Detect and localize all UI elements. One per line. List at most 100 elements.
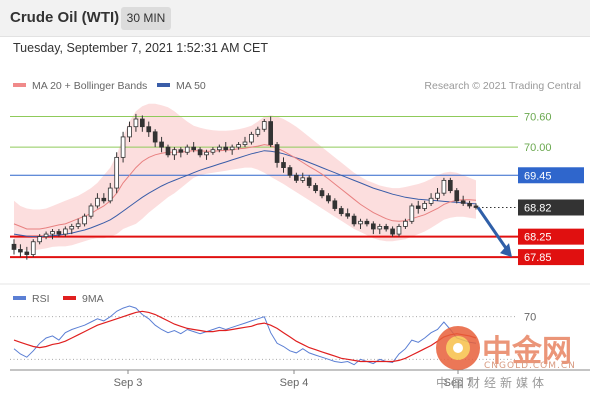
candle-body (184, 146, 190, 153)
level-69-45-label: 69.45 (524, 170, 552, 182)
candle-body (422, 202, 427, 209)
candle-body (435, 192, 440, 199)
candle-body (56, 231, 62, 235)
candle-body (127, 126, 132, 138)
candle-body (326, 195, 331, 202)
candle-body (351, 215, 357, 225)
level-68-25-tag (518, 228, 584, 245)
candle-body (261, 121, 267, 130)
candle-body (197, 149, 203, 156)
level-70-6-label: 70.60 (524, 111, 552, 123)
forecast-arrow-head (500, 243, 512, 258)
x-tick-label: Sep 3 (114, 377, 143, 389)
legend-9ma: 9MA (63, 293, 104, 305)
watermark-brand: 中金网 (482, 334, 572, 369)
level-68-25-label: 68.25 (524, 232, 552, 244)
candle-body (204, 151, 209, 156)
candle-body (242, 141, 248, 145)
candle-body (82, 215, 87, 225)
candle-body (441, 179, 447, 194)
watermark-domain: CNGOLD.COM.CN (484, 361, 576, 371)
candle-body (287, 167, 293, 176)
candle-body (415, 205, 421, 209)
candle-body (18, 249, 23, 253)
candle-body (313, 185, 318, 192)
candle-body (364, 220, 370, 225)
candle-body (371, 223, 376, 230)
watermark-logo (436, 326, 480, 370)
rsi-swatch (13, 296, 26, 301)
candle-body (43, 233, 49, 238)
chart-header: Crude Oil (WTI) 30 MIN (0, 0, 590, 37)
candle-body (24, 251, 30, 255)
watermark-tagline: 中国财经新媒体 (436, 376, 549, 390)
ma50-swatch (157, 83, 170, 88)
candle-body (319, 190, 325, 197)
candle-body (191, 146, 196, 151)
candle-body (101, 197, 107, 202)
rsi-70-label: 70 (524, 312, 536, 324)
candle-body (63, 228, 68, 235)
candle-body (281, 162, 286, 169)
x-tick-label: Sep 7 (444, 377, 473, 389)
candle-body (274, 144, 280, 163)
candle-body (377, 226, 383, 230)
legend-ma50-label: MA 50 (176, 80, 206, 92)
candle-body (236, 144, 241, 148)
x-tick-label: Sep 4 (280, 377, 309, 389)
legend-rsi: RSI (13, 293, 50, 305)
candle-body (338, 208, 344, 215)
timeframe-badge[interactable]: 30 MIN (121, 7, 171, 30)
rsi-line (13, 305, 477, 366)
level-68-82-label: 68.82 (524, 202, 552, 214)
candle-body (172, 149, 177, 156)
candle-body (268, 121, 273, 145)
candle-body (140, 118, 145, 128)
candle-body (454, 190, 460, 202)
candle-body (448, 179, 453, 192)
candle-body (229, 146, 235, 151)
forecast-arrow-shaft (476, 206, 510, 252)
bollinger-band-area (14, 103, 476, 251)
candle-body (88, 205, 94, 217)
legend-9ma-label: 9MA (82, 293, 104, 305)
ma50-line (13, 150, 477, 238)
candle-body (403, 220, 408, 227)
candle-body (159, 141, 164, 148)
candle-body (146, 126, 152, 133)
ma20-swatch (13, 83, 26, 88)
candle-body (133, 118, 139, 128)
candle-body (300, 177, 306, 181)
chart-datetime: Tuesday, September 7, 2021 1:52:31 AM CE… (13, 41, 269, 55)
candle-body (95, 197, 100, 207)
research-credit: Research © 2021 Trading Central (424, 80, 581, 92)
candle-body (210, 149, 216, 153)
level-68-82-tag (518, 199, 584, 216)
candle-body (217, 146, 222, 151)
rsi-9ma-line (13, 310, 477, 363)
candle-body (11, 243, 17, 250)
legend-ma50: MA 50 (157, 80, 206, 92)
candle-body (30, 241, 36, 255)
candle-body (37, 236, 42, 243)
candle-body (249, 133, 254, 143)
legend-ma20-label: MA 20 + Bollinger Bands (32, 80, 148, 92)
candle-body (306, 177, 312, 186)
candle-body (120, 136, 126, 158)
candle-body (107, 187, 113, 202)
candle-body (223, 146, 229, 151)
candle-body (255, 128, 261, 135)
level-70-label: 70.00 (524, 142, 552, 154)
candle-body (178, 149, 184, 153)
legend-ma20: MA 20 + Bollinger Bands (13, 80, 147, 92)
legend-rsi-label: RSI (32, 293, 50, 305)
candle-body (69, 226, 75, 230)
candle-body (358, 220, 363, 225)
level-67-85-label: 67.85 (524, 252, 552, 264)
level-67-85-tag (518, 249, 584, 266)
candle-body (409, 205, 415, 222)
instrument-title: Crude Oil (WTI) (10, 9, 120, 26)
candle-body (75, 223, 81, 227)
candle-body (396, 226, 402, 235)
